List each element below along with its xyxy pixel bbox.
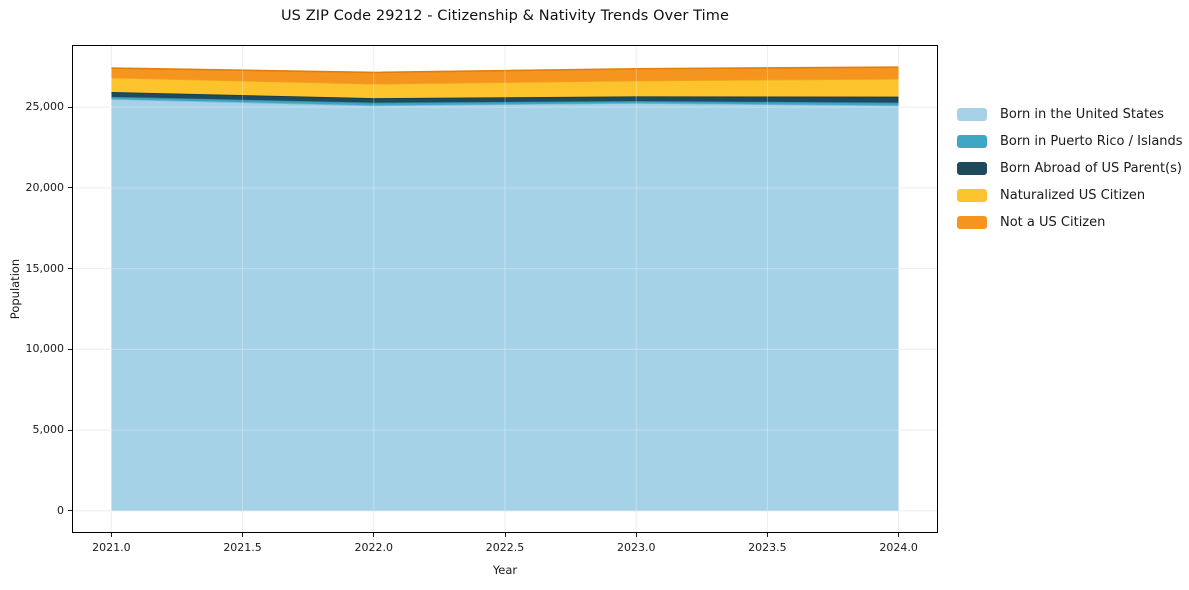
legend-swatch-icon bbox=[957, 189, 987, 202]
legend-item: Born in the United States bbox=[957, 101, 1183, 128]
area-edge bbox=[111, 66, 899, 74]
y-tick-mark bbox=[68, 187, 72, 189]
y-tick-mark bbox=[68, 106, 72, 108]
x-tick-mark bbox=[766, 533, 768, 537]
x-tick-label: 2022.0 bbox=[354, 541, 394, 554]
x-tick-mark bbox=[504, 533, 506, 537]
legend-item: Not a US Citizen bbox=[957, 209, 1183, 236]
y-axis-label: Population bbox=[8, 258, 22, 320]
legend-label: Naturalized US Citizen bbox=[1000, 188, 1146, 203]
area-series-born-in-the-united-states bbox=[111, 99, 899, 511]
y-tick-mark bbox=[68, 268, 72, 270]
legend-item: Born in Puerto Rico / Islands bbox=[957, 128, 1183, 155]
y-tick-label: 10,000 bbox=[25, 342, 65, 356]
legend-swatch-icon bbox=[957, 108, 987, 121]
legend-label: Born Abroad of US Parent(s) bbox=[1000, 161, 1182, 176]
area-series-born-in-puerto-rico-islands bbox=[111, 96, 899, 106]
x-tick-label: 2021.0 bbox=[92, 541, 131, 554]
x-tick-mark bbox=[898, 533, 900, 537]
y-tick-mark bbox=[68, 348, 72, 350]
y-tick-label: 20,000 bbox=[25, 180, 65, 194]
x-tick-label: 2021.5 bbox=[223, 541, 262, 554]
y-tick-mark bbox=[68, 429, 72, 431]
x-tick-label: 2023.0 bbox=[616, 541, 656, 554]
legend-swatch-icon bbox=[957, 162, 987, 175]
chart-title: US ZIP Code 29212 - Citizenship & Nativi… bbox=[280, 8, 730, 24]
x-axis-label: Year bbox=[492, 563, 518, 577]
x-tick-mark bbox=[110, 533, 112, 537]
x-tick-mark bbox=[635, 533, 637, 537]
y-tick-label: 15,000 bbox=[25, 261, 65, 275]
y-tick-mark bbox=[68, 510, 72, 512]
legend-item: Naturalized US Citizen bbox=[957, 182, 1183, 209]
x-tick-label: 2022.5 bbox=[485, 541, 525, 554]
plot-border bbox=[72, 45, 938, 533]
y-tick-label: 0 bbox=[57, 503, 64, 517]
chart-svg bbox=[72, 45, 938, 533]
legend-label: Not a US Citizen bbox=[1000, 215, 1106, 230]
legend: Born in the United States Born in Puerto … bbox=[957, 101, 1183, 236]
y-tick-label: 5,000 bbox=[32, 423, 65, 437]
x-tick-mark bbox=[242, 533, 244, 537]
plot-area bbox=[72, 45, 938, 533]
legend-item: Born Abroad of US Parent(s) bbox=[957, 155, 1183, 182]
legend-swatch-icon bbox=[957, 216, 987, 229]
y-tick-label: 25,000 bbox=[25, 100, 65, 114]
x-tick-label: 2024.0 bbox=[879, 541, 918, 554]
x-tick-label: 2023.5 bbox=[748, 541, 787, 554]
legend-label: Born in Puerto Rico / Islands bbox=[1000, 134, 1183, 149]
area-series-not-a-us-citizen bbox=[111, 67, 899, 84]
legend-swatch-icon bbox=[957, 135, 987, 148]
legend-label: Born in the United States bbox=[1000, 107, 1164, 122]
x-tick-mark bbox=[373, 533, 375, 537]
